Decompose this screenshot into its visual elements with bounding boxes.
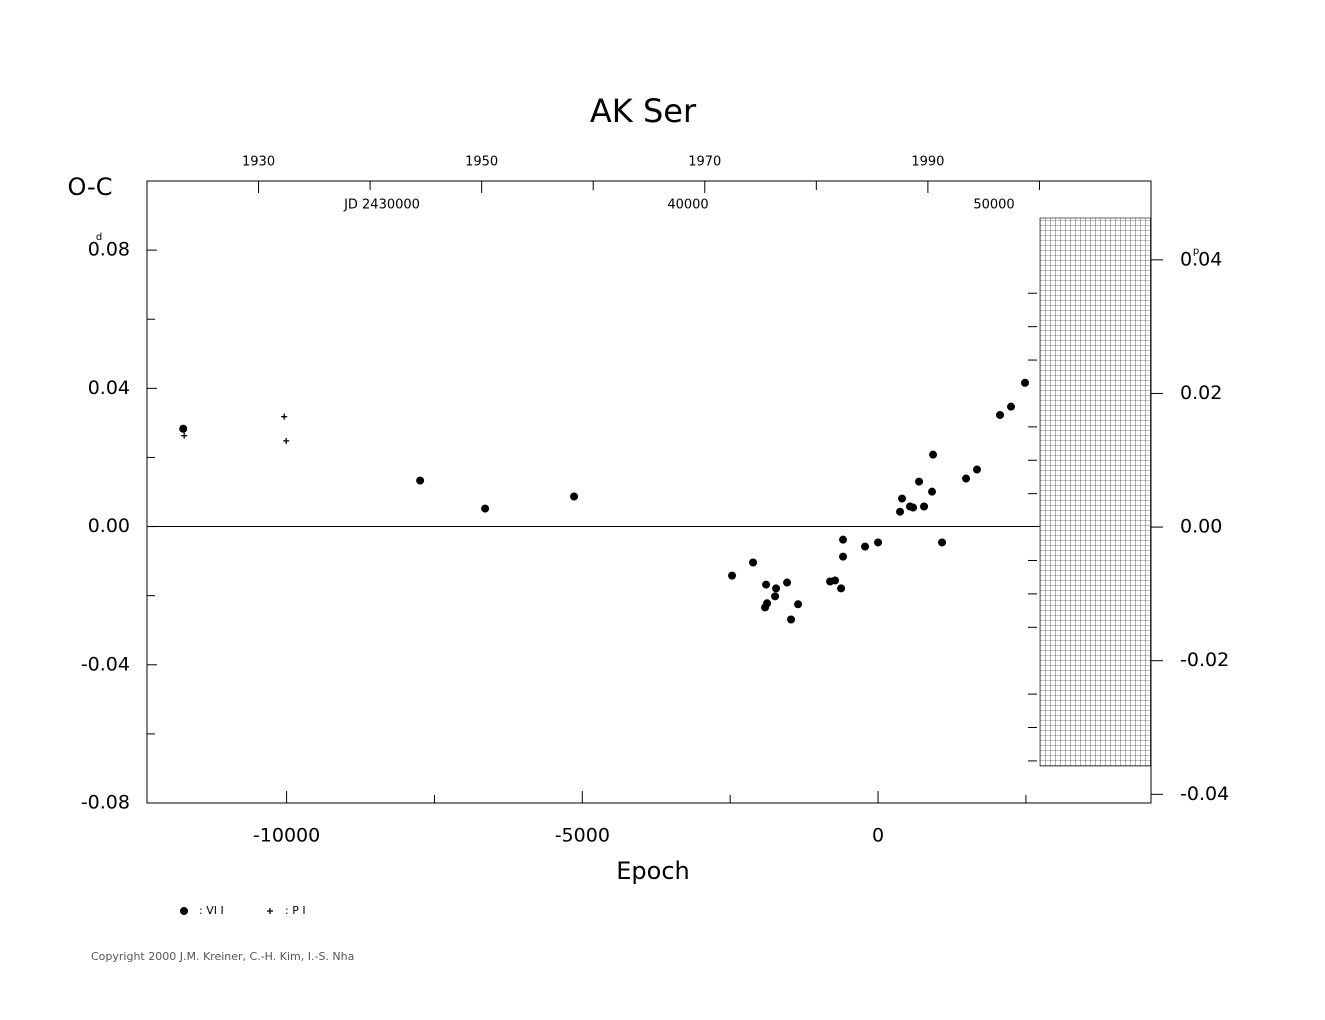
- point: [837, 584, 846, 593]
- y-tick-label: 0.00: [88, 515, 130, 537]
- point: [1007, 402, 1016, 411]
- point: [839, 552, 848, 561]
- chart-title: AK Ser: [590, 92, 697, 130]
- year-tick-label: 1970: [688, 155, 721, 170]
- point: [1021, 378, 1030, 387]
- legend-marker: [267, 908, 273, 914]
- point: [909, 503, 918, 512]
- x-tick-label: -10000: [253, 825, 320, 847]
- point: [763, 599, 772, 608]
- point: [929, 450, 938, 459]
- point: [794, 600, 803, 609]
- jd-tick-label: 50000: [973, 198, 1014, 213]
- x-axis-label: Epoch: [616, 857, 690, 885]
- point: [928, 487, 937, 496]
- x-tick-label: -5000: [555, 825, 610, 847]
- point: [771, 592, 780, 601]
- point: [783, 578, 792, 587]
- point: [283, 437, 290, 444]
- year-tick-label: 1990: [911, 155, 944, 170]
- point: [915, 477, 924, 486]
- y-tick-label: -0.08: [81, 792, 130, 814]
- year-tick-label: 1950: [465, 155, 498, 170]
- point: [972, 465, 981, 474]
- point: [861, 542, 870, 551]
- point: [481, 504, 490, 513]
- point: [179, 424, 188, 433]
- y2-tick-label: -0.04: [1180, 783, 1229, 805]
- y2-tick-label: -0.02: [1180, 649, 1229, 671]
- point: [749, 558, 758, 567]
- point: [938, 538, 947, 547]
- year-tick-label: 1930: [242, 155, 275, 170]
- point: [896, 507, 905, 516]
- point: [762, 580, 771, 589]
- copyright: Copyright 2000 J.M. Kreiner, C.-H. Kim, …: [91, 950, 354, 963]
- future-region: [1039, 213, 1152, 770]
- y-tick-label: -0.04: [81, 653, 130, 675]
- point: [996, 410, 1005, 419]
- plot-frame: [146, 180, 1152, 804]
- point: [416, 476, 425, 485]
- point: [728, 571, 737, 580]
- point: [898, 494, 907, 503]
- point: [920, 502, 929, 511]
- point: [787, 615, 796, 624]
- point: [570, 492, 579, 501]
- y-unit: d: [96, 232, 102, 243]
- y-axis-label: O-C: [68, 173, 113, 201]
- legend-label: : P I: [285, 904, 306, 917]
- y2-tick-label: 0.04: [1180, 248, 1222, 270]
- point: [839, 535, 848, 544]
- y2-tick-label: 0.00: [1180, 516, 1222, 538]
- legend-label: : VI I: [199, 904, 224, 917]
- point: [962, 474, 971, 483]
- y-tick-label: 0.04: [88, 377, 130, 399]
- jd-tick-label: JD 2430000: [343, 198, 420, 213]
- point: [181, 432, 188, 439]
- y-tick-label: 0.08: [88, 239, 130, 261]
- legend-marker: [180, 907, 188, 915]
- y2-tick-label: 0.02: [1180, 382, 1222, 404]
- jd-tick-label: 40000: [667, 198, 708, 213]
- x-tick-label: 0: [872, 825, 884, 847]
- point: [831, 576, 840, 585]
- point: [281, 413, 288, 420]
- point: [874, 538, 883, 547]
- y2-unit: p: [1193, 246, 1199, 257]
- point: [772, 584, 781, 593]
